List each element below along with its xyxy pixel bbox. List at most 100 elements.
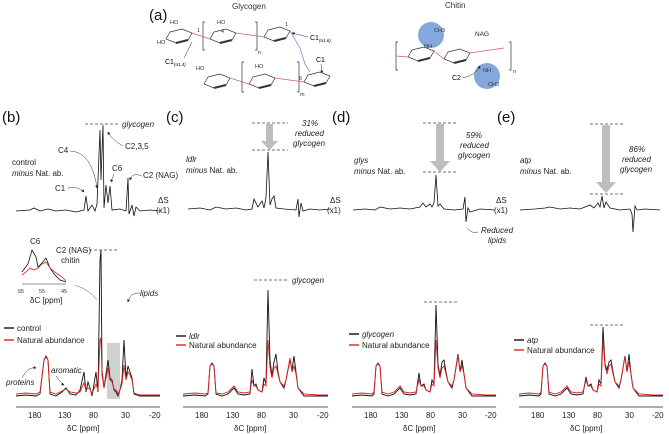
svg-text:65: 65: [18, 289, 24, 295]
svg-text:atp: atp: [527, 336, 539, 345]
svg-text:minus Nat. ab.: minus Nat. ab.: [186, 166, 238, 175]
panel-c-spectrum: glycogen ldlr Natural abundance: [176, 276, 328, 397]
svg-text:30: 30: [625, 411, 634, 420]
acetyl-group-highlight-1: [418, 22, 444, 48]
nag-label: NAG: [475, 31, 489, 38]
panel-d-spectrum: glycogen Natural abundance: [349, 301, 496, 397]
svg-text:glycogen: glycogen: [122, 120, 155, 129]
svg-text:6: 6: [299, 76, 302, 82]
panel-d-difference-spectrum: glys minus Nat. ab. 59% reduced glycogen…: [352, 122, 514, 245]
svg-text:C2,3,5: C2,3,5: [125, 142, 149, 151]
panel-e-spectrum: atp Natural abundance: [514, 324, 663, 397]
panel-d-label: (d): [332, 109, 350, 126]
svg-text:CH3: CH3: [434, 28, 445, 34]
svg-text:control: control: [12, 158, 36, 167]
svg-text:HO: HO: [255, 64, 264, 70]
c1-a14-label: C1(α1,4): [165, 59, 186, 67]
svg-text:δC [ppm]: δC [ppm]: [570, 424, 602, 433]
svg-text:HO: HO: [170, 20, 179, 26]
svg-text:86%: 86%: [629, 145, 645, 154]
x-axis-e: 180 130 80 30 -20 δC [ppm]: [519, 406, 664, 433]
chitin-title: Chitin: [445, 1, 465, 10]
svg-text:Natural abundance: Natural abundance: [362, 341, 430, 350]
svg-text:NH: NH: [424, 44, 432, 50]
svg-text:aromatic: aromatic: [51, 366, 82, 375]
svg-text:glys: glys: [354, 156, 368, 165]
svg-text:-20: -20: [317, 411, 329, 420]
svg-text:glycogen: glycogen: [293, 139, 326, 148]
x-axis-d: 180 130 80 30 -20 δC [ppm]: [352, 406, 497, 433]
svg-text:n: n: [513, 69, 516, 75]
c1-a16-label: C1(α1,6): [310, 35, 331, 43]
panel-a: (a) Glycogen Chitin: [149, 1, 516, 98]
svg-text:HO: HO: [157, 40, 166, 46]
svg-text:Natural abundance: Natural abundance: [527, 346, 595, 355]
x-axis-c: 180 130 80 30 -20 δC [ppm]: [183, 406, 329, 433]
panel-c-label: (c): [166, 109, 184, 126]
svg-text:ΔS: ΔS: [496, 196, 507, 205]
svg-text:HO: HO: [196, 66, 205, 72]
inset-plot: 65 55 45 δC [ppm] C6 C2 (NAG) chitin: [18, 237, 98, 305]
svg-text:C2 (NAG): C2 (NAG): [143, 171, 178, 180]
svg-text:55: 55: [39, 289, 45, 295]
svg-text:80: 80: [89, 411, 98, 420]
svg-text:80: 80: [426, 411, 435, 420]
svg-text:C1: C1: [55, 184, 66, 193]
svg-text:C2 (NAG): C2 (NAG): [56, 246, 91, 255]
svg-text:130: 130: [226, 411, 240, 420]
svg-text:minus Nat. ab.: minus Nat. ab.: [12, 169, 64, 178]
svg-text:m: m: [300, 92, 305, 98]
panel-c-legend: ldlr Natural abundance: [176, 332, 257, 350]
svg-text:ldlr: ldlr: [189, 332, 200, 341]
svg-text:CH3: CH3: [488, 82, 499, 88]
svg-text:C6: C6: [30, 237, 41, 246]
chitin-structure: NAG NH CH3 NH CH3 n C2: [395, 22, 516, 89]
panel-e-difference-spectrum: atp minus Nat. ab. 86% reduced glycogen: [519, 123, 661, 233]
svg-text:180: 180: [28, 411, 42, 420]
svg-text:glycogen: glycogen: [458, 151, 491, 160]
c2-label: C2: [452, 75, 461, 82]
panel-d-legend: glycogen Natural abundance: [349, 330, 430, 350]
svg-text:control: control: [17, 324, 41, 333]
glycogen-title: Glycogen: [232, 2, 266, 11]
svg-text:(x1): (x1): [327, 206, 341, 215]
panel-b-legend: control Natural abundance: [4, 324, 85, 345]
svg-text:glycogen: glycogen: [292, 276, 325, 285]
panel-c-difference-spectrum: ldlr minus Nat. ab. 31% reduced glycogen…: [186, 119, 341, 218]
svg-text:130: 130: [58, 411, 72, 420]
panel-b-spectrum: 65 55 45 δC [ppm] C6 C2 (NAG) chitin con…: [4, 237, 160, 399]
svg-text:1: 1: [197, 28, 200, 34]
svg-text:C4: C4: [58, 146, 69, 155]
panel-e-legend: atp Natural abundance: [514, 336, 595, 355]
svg-text:31%: 31%: [302, 119, 318, 128]
svg-text:(x1): (x1): [156, 206, 170, 215]
svg-text:180: 180: [364, 411, 378, 420]
svg-text:-20: -20: [652, 411, 664, 420]
svg-text:glycogen: glycogen: [620, 165, 653, 174]
panel-a-label: (a): [149, 7, 167, 24]
svg-text:lipids: lipids: [140, 289, 158, 298]
svg-text:180: 180: [531, 411, 545, 420]
svg-text:-20: -20: [149, 411, 161, 420]
svg-text:80: 80: [257, 411, 266, 420]
svg-text:1: 1: [285, 22, 288, 28]
svg-text:45: 45: [61, 289, 67, 295]
svg-text:Natural abundance: Natural abundance: [189, 341, 257, 350]
svg-text:C6: C6: [112, 164, 123, 173]
svg-text:lipids: lipids: [488, 236, 506, 245]
svg-text:minus Nat. ab.: minus Nat. ab.: [520, 167, 572, 176]
svg-text:30: 30: [289, 411, 298, 420]
svg-text:4: 4: [221, 29, 224, 35]
svg-text:59%: 59%: [466, 131, 482, 140]
glycogen-structure: [165, 21, 331, 93]
svg-text:ldlr: ldlr: [186, 155, 197, 164]
svg-text:130: 130: [562, 411, 576, 420]
svg-text:glycogen: glycogen: [362, 330, 395, 339]
svg-text:(x1): (x1): [494, 206, 508, 215]
x-axis-b: 180 130 80 30 -20 δC [ppm]: [16, 406, 161, 433]
panel-b-label: (b): [2, 109, 20, 126]
svg-text:Natural abundance: Natural abundance: [17, 336, 85, 345]
svg-text:ΔS: ΔS: [158, 196, 169, 205]
svg-text:δC [ppm]: δC [ppm]: [234, 424, 266, 433]
svg-text:HO: HO: [217, 20, 226, 26]
